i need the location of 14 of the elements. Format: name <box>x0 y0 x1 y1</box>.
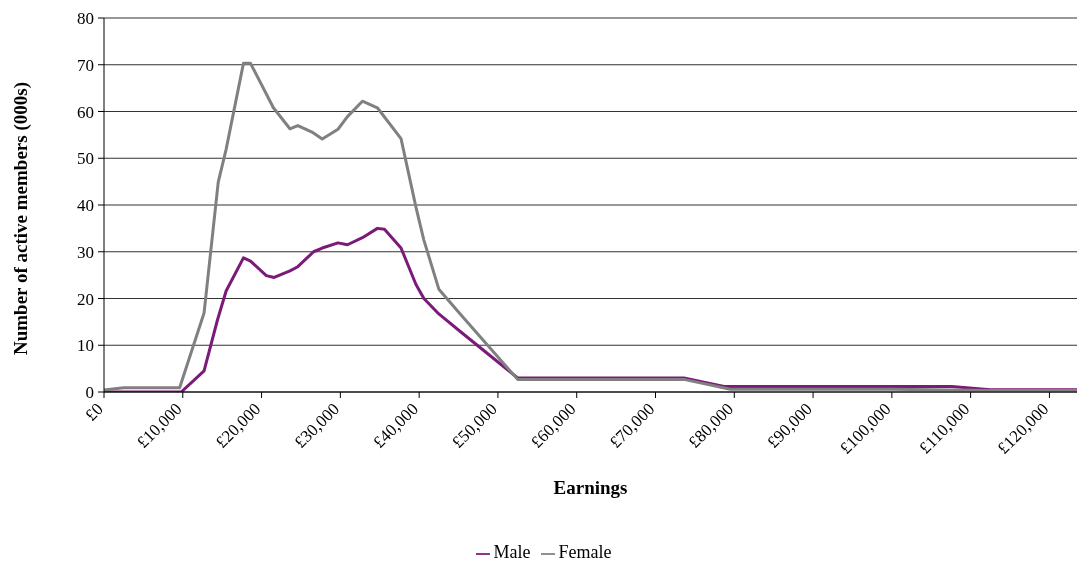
y-tick-label: 50 <box>77 149 94 169</box>
y-tick-label: 10 <box>77 336 94 356</box>
legend-label: Female <box>558 542 612 562</box>
y-tick-label: 20 <box>77 289 94 309</box>
y-tick-label: 0 <box>85 383 94 402</box>
x-tick-label: £0 <box>81 399 107 425</box>
y-tick-label: 30 <box>77 242 94 262</box>
y-tick-label: 60 <box>77 102 94 122</box>
y-tick-label: 40 <box>77 196 94 215</box>
x-axis-title: Earnings <box>553 477 628 498</box>
y-tick-label: 70 <box>77 55 94 75</box>
y-tick-label: 80 <box>77 9 94 28</box>
y-axis-title: Number of active members (000s) <box>9 82 32 355</box>
legend-label: Male <box>493 542 531 562</box>
